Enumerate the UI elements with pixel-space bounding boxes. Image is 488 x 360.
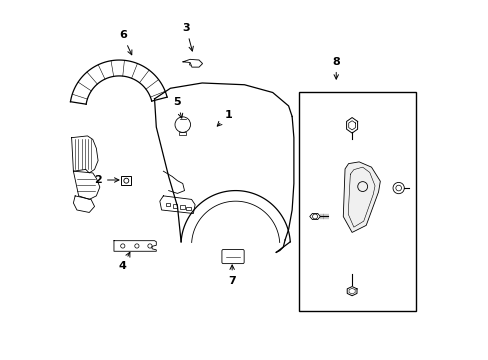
- Bar: [299, 92, 415, 311]
- Text: 7: 7: [228, 265, 236, 285]
- Bar: [173, 204, 177, 207]
- Polygon shape: [343, 162, 380, 233]
- Bar: [185, 207, 190, 210]
- Bar: [121, 176, 131, 185]
- Polygon shape: [183, 59, 202, 67]
- Text: 2: 2: [94, 175, 119, 185]
- Text: 8: 8: [332, 57, 340, 79]
- Text: 6: 6: [119, 30, 132, 55]
- Bar: [179, 132, 186, 135]
- Text: 1: 1: [217, 110, 232, 126]
- Text: 4: 4: [119, 252, 130, 271]
- Text: 5: 5: [173, 98, 183, 118]
- Bar: [180, 206, 184, 209]
- Bar: [165, 203, 170, 206]
- Text: 3: 3: [182, 23, 193, 51]
